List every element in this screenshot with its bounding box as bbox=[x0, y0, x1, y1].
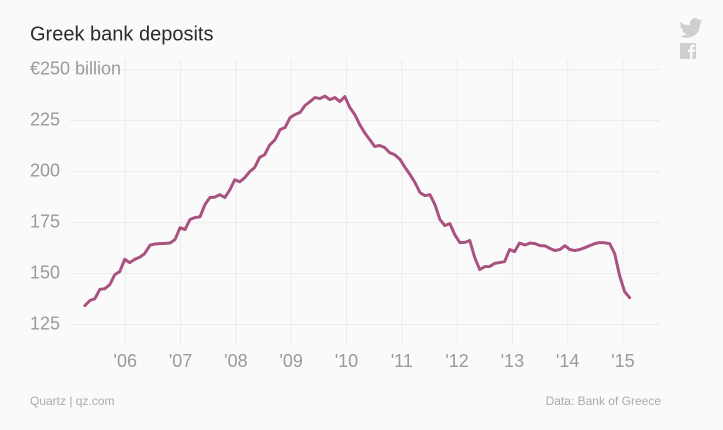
y-tick-label: 125 bbox=[30, 313, 60, 333]
twitter-icon[interactable] bbox=[679, 18, 702, 38]
x-tick-label: '09 bbox=[279, 351, 302, 371]
x-tick-label: '15 bbox=[611, 351, 634, 371]
y-tick-label: 200 bbox=[30, 160, 60, 180]
x-tick-label: '10 bbox=[335, 351, 358, 371]
x-tick-label: '14 bbox=[556, 351, 579, 371]
facebook-icon[interactable] bbox=[680, 43, 696, 59]
x-tick-label: '08 bbox=[224, 351, 247, 371]
x-tick-label: '06 bbox=[114, 351, 137, 371]
credit: Quartz | qz.com bbox=[30, 394, 114, 408]
y-tick-label: 225 bbox=[30, 109, 60, 129]
x-tick-label: '07 bbox=[169, 351, 192, 371]
x-tick-label: '12 bbox=[445, 351, 468, 371]
y-tick-label: 175 bbox=[30, 211, 60, 231]
y-tick-label: 150 bbox=[30, 262, 60, 282]
y-tick-label: €250 billion bbox=[30, 58, 121, 78]
data-line bbox=[83, 94, 632, 308]
source: Data: Bank of Greece bbox=[546, 394, 662, 408]
x-tick-label: '11 bbox=[391, 351, 413, 371]
x-tick-label: '13 bbox=[501, 351, 524, 371]
chart-title: Greek bank deposits bbox=[30, 23, 213, 45]
